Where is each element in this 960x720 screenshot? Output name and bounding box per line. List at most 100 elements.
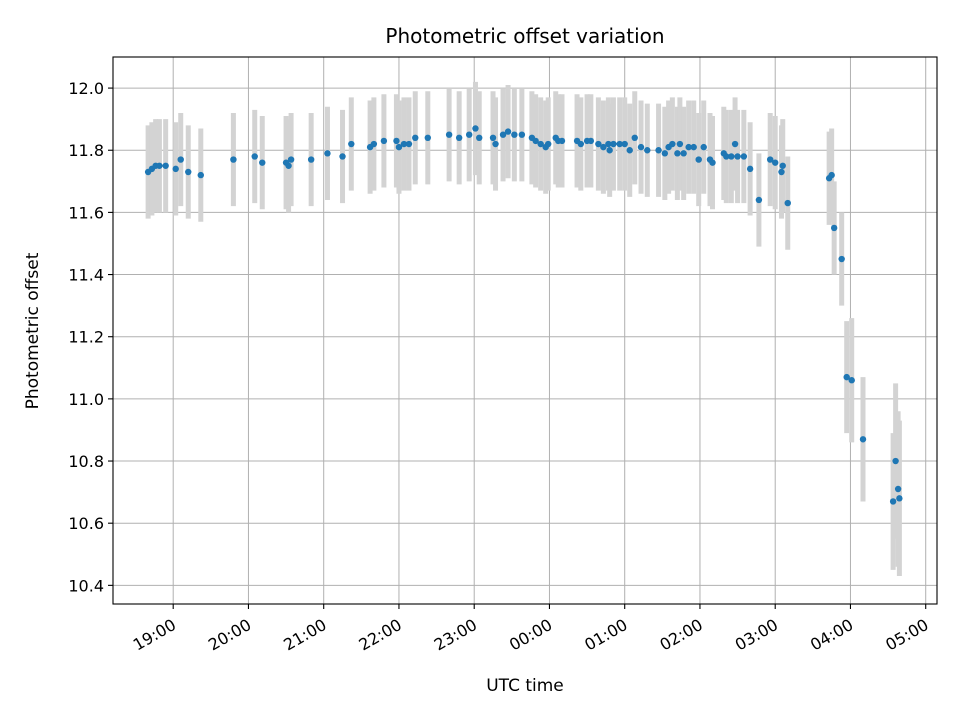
data-point bbox=[661, 150, 669, 157]
data-point bbox=[778, 168, 785, 176]
data-point bbox=[395, 143, 403, 151]
x-tick-label: 20:00 bbox=[205, 615, 254, 655]
data-point bbox=[848, 377, 855, 384]
x-tick-label: 02:00 bbox=[657, 615, 706, 655]
data-point bbox=[669, 140, 676, 148]
y-axis-label: Photometric offset bbox=[23, 252, 43, 409]
data-point bbox=[830, 224, 838, 232]
data-point bbox=[259, 159, 266, 166]
data-point bbox=[728, 153, 735, 160]
data-point bbox=[504, 128, 512, 135]
data-point bbox=[476, 134, 483, 142]
data-point bbox=[892, 457, 899, 465]
data-point bbox=[424, 134, 432, 142]
data-point bbox=[731, 140, 739, 148]
plot-frame bbox=[112, 56, 938, 605]
data-point bbox=[162, 162, 169, 169]
data-point bbox=[626, 147, 633, 154]
y-tick-label: 10.6 bbox=[68, 514, 104, 533]
data-point bbox=[532, 137, 539, 145]
x-tick-label: 04:00 bbox=[807, 615, 856, 655]
x-tick-label: 05:00 bbox=[882, 615, 931, 655]
data-point bbox=[285, 162, 292, 169]
data-point bbox=[644, 147, 651, 154]
data-point bbox=[324, 150, 331, 157]
data-point bbox=[621, 140, 628, 148]
data-point bbox=[755, 196, 763, 204]
data-point bbox=[772, 159, 779, 166]
data-point bbox=[734, 153, 741, 160]
y-tick-label: 10.4 bbox=[68, 576, 104, 595]
y-tick-label: 12.0 bbox=[68, 79, 104, 98]
data-point bbox=[637, 143, 645, 151]
data-point bbox=[779, 162, 786, 169]
x-tick-label: 01:00 bbox=[581, 615, 630, 655]
data-point bbox=[370, 140, 378, 148]
data-point bbox=[489, 134, 497, 142]
x-tick-label: 19:00 bbox=[130, 615, 179, 655]
data-point bbox=[251, 153, 258, 160]
data-point bbox=[287, 156, 295, 163]
data-point bbox=[455, 134, 463, 142]
data-point bbox=[558, 137, 566, 145]
y-tick-label: 10.8 bbox=[68, 452, 104, 471]
grid-layer bbox=[113, 57, 937, 604]
data-point bbox=[674, 150, 681, 157]
data-point bbox=[230, 156, 237, 163]
data-point bbox=[339, 153, 346, 160]
x-tick-label: 21:00 bbox=[280, 615, 329, 655]
data-point bbox=[587, 137, 595, 145]
y-tick-label: 11.2 bbox=[68, 328, 104, 347]
tick-layer: 19:00 20:00 21:00 22:00 23:00 00:00 01:00 02:00… bbox=[68, 79, 931, 654]
data-point bbox=[896, 495, 903, 502]
data-point bbox=[606, 147, 613, 154]
data-point bbox=[445, 131, 453, 138]
data-point bbox=[610, 140, 617, 148]
data-point bbox=[518, 131, 526, 138]
data-point bbox=[307, 156, 315, 163]
data-point bbox=[690, 143, 697, 151]
x-tick-label: 23:00 bbox=[431, 615, 480, 655]
data-point bbox=[700, 143, 707, 151]
x-tick-label: 00:00 bbox=[506, 615, 555, 655]
data-point bbox=[511, 131, 518, 138]
data-point bbox=[843, 373, 850, 381]
data-point bbox=[595, 140, 602, 148]
data-point bbox=[828, 171, 835, 179]
data-point bbox=[492, 140, 499, 148]
data-point bbox=[405, 140, 413, 148]
data-point bbox=[676, 140, 684, 148]
data-point bbox=[348, 140, 355, 148]
x-tick-label: 22:00 bbox=[356, 615, 405, 655]
y-tick-label: 11.6 bbox=[68, 203, 104, 222]
y-tick-label: 11.0 bbox=[68, 390, 104, 409]
data-point bbox=[605, 140, 612, 148]
data-point bbox=[655, 147, 662, 154]
data-point bbox=[185, 168, 192, 176]
data-point bbox=[695, 156, 702, 163]
data-point bbox=[412, 134, 419, 142]
data-point bbox=[156, 162, 163, 169]
data-point bbox=[709, 159, 716, 166]
data-point bbox=[685, 143, 692, 151]
data-point bbox=[380, 137, 388, 145]
data-point bbox=[859, 436, 867, 443]
data-point bbox=[577, 140, 585, 148]
data-point bbox=[172, 165, 179, 173]
data-point bbox=[746, 165, 754, 173]
data-point bbox=[740, 153, 748, 160]
data-point bbox=[631, 134, 638, 142]
data-point bbox=[766, 156, 774, 163]
chart-title: Photometric offset variation bbox=[385, 24, 664, 48]
data-point bbox=[600, 143, 607, 151]
x-tick-label: 03:00 bbox=[732, 615, 781, 655]
data-point bbox=[197, 171, 204, 179]
point-layer bbox=[144, 125, 903, 505]
data-point bbox=[537, 140, 544, 148]
errorbar-layer bbox=[145, 81, 902, 577]
data-point bbox=[680, 150, 687, 157]
data-point bbox=[400, 140, 408, 148]
data-point bbox=[465, 131, 473, 138]
